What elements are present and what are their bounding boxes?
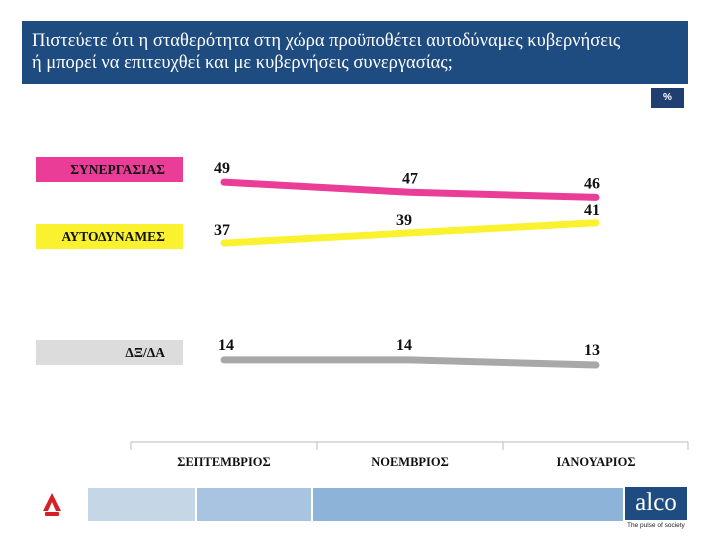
data-label: 13 [584,342,600,359]
series-dk-na-line [220,356,600,369]
footer-strip-4 [313,488,623,521]
x-tick-label: ΙΑΝΟΥΑΡΙΟΣ [556,455,635,469]
title-bar: Πιστεύετε ότι η σταθερότητα στη χώρα προ… [22,21,688,84]
title-line-2: ή μπορεί να επιτευχθεί και με κυβερνήσει… [32,53,453,73]
series-synergasias-line [220,178,600,201]
data-label: 46 [584,175,600,192]
footer-strip-3 [197,488,311,521]
data-label: 47 [402,170,418,187]
title-line-1: Πιστεύετε ότι η σταθερότητα στη χώρα προ… [32,31,621,51]
data-label: 49 [214,160,230,177]
series-aftodynames-line [220,219,600,247]
data-label: 37 [214,222,230,239]
alco-logo: alco [625,487,687,520]
unit-badge: % [651,88,684,108]
data-label: 41 [584,202,600,219]
legend-aftodynames: ΑΥΤΟΔΥΝΑΜΕΣ [36,224,183,249]
data-label: 14 [396,337,412,354]
data-label: 39 [396,212,412,229]
legend-dk-na: ΔΞ/ΔΑ [36,340,183,365]
legend-synergasias: ΣΥΝΕΡΓΑΣΙΑΣ [36,157,183,182]
data-label: 14 [218,337,234,354]
x-tick-label: ΝΟΕΜΒΡΙΟΣ [371,455,449,469]
alpha-tv-logo-icon [38,490,66,518]
footer-strip-2 [88,488,195,521]
alco-tagline: The pulse of society [627,522,685,529]
x-tick-label: ΣΕΠΤΕΜΒΡΙΟΣ [177,455,270,469]
